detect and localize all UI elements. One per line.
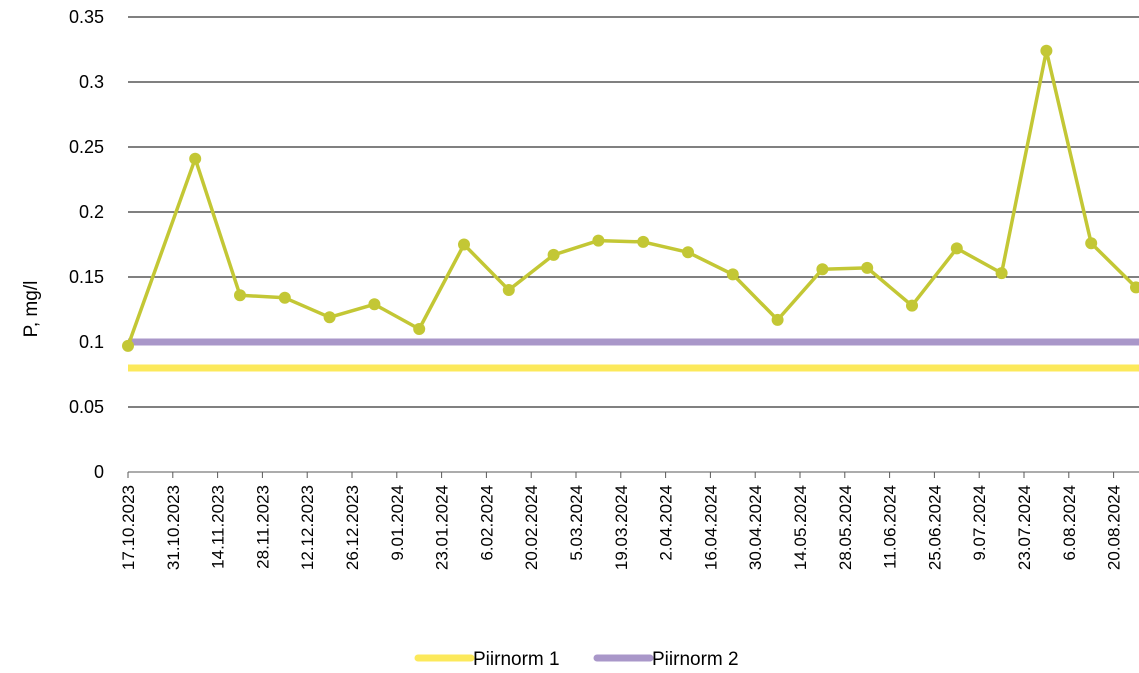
- x-tick-label: 2.04.2024: [657, 485, 676, 561]
- x-tick-label: 17.10.2023: [119, 485, 138, 570]
- y-tick-label: 0.1: [79, 332, 104, 352]
- data-point: [458, 238, 470, 251]
- x-tick-label: 30.04.2024: [746, 485, 765, 570]
- legend: Piirnorm 1 Piirnorm 2: [414, 649, 739, 670]
- y-tick-label: 0.05: [69, 397, 104, 417]
- y-tick-label: 0: [94, 462, 104, 482]
- x-tick-label: 19.03.2024: [612, 485, 631, 570]
- legend-label: Piirnorm 2: [652, 649, 739, 670]
- x-tick-label: 9.07.2024: [970, 485, 989, 561]
- x-tick-label: 12.12.2023: [298, 485, 317, 570]
- data-point: [323, 311, 336, 324]
- data-point: [413, 323, 426, 335]
- x-tick-label: 6.08.2024: [1060, 485, 1079, 561]
- x-tick-label: 14.05.2024: [791, 485, 810, 570]
- data-point: [861, 261, 874, 274]
- x-tick-label: 20.02.2024: [522, 485, 541, 570]
- x-tick-label: 28.11.2023: [253, 485, 272, 569]
- x-tick-label: 28.05.2024: [836, 485, 855, 570]
- data-point: [368, 298, 381, 311]
- x-tick-label: 20.08.2024: [1105, 485, 1124, 570]
- data-point: [637, 235, 650, 248]
- data-point: [189, 152, 202, 165]
- data-point: [771, 313, 784, 326]
- x-tick-label: 23.01.2024: [433, 485, 452, 570]
- y-tick-label: 0.2: [79, 202, 104, 222]
- x-tick-label: 26.12.2023: [343, 485, 362, 570]
- x-tick-label: 31.10.2023: [164, 485, 183, 570]
- x-tick-label: 25.06.2024: [925, 485, 944, 570]
- data-point: [234, 289, 246, 302]
- data-point: [1130, 281, 1139, 294]
- x-tick-label: 23.07.2024: [1015, 485, 1034, 570]
- x-tick-label: 14.11.2023: [209, 485, 228, 569]
- data-point: [726, 268, 739, 281]
- data-point: [1040, 44, 1053, 57]
- x-tick-label: 6.02.2024: [477, 485, 496, 561]
- x-axis: 17.10.2023 31.10.2023 14.11.2023 28.11.2023…: [119, 471, 1139, 570]
- y-tick-label: 0.15: [69, 267, 104, 287]
- data-point: [547, 248, 560, 261]
- gridlines: [128, 16, 1139, 408]
- series-line-main: [126, 49, 1138, 347]
- data-point: [592, 234, 605, 247]
- data-point: [122, 339, 134, 352]
- data-point: [682, 246, 694, 259]
- y-tick-label: 0.3: [79, 72, 104, 92]
- data-point: [950, 242, 963, 255]
- y-axis-title: P, mg/l: [21, 281, 42, 338]
- data-point: [278, 291, 291, 304]
- x-tick-label: 16.04.2024: [701, 485, 720, 570]
- x-tick-label: 11.06.2024: [881, 485, 900, 569]
- legend-label: Piirnorm 1: [473, 649, 560, 670]
- data-point: [1085, 237, 1098, 250]
- data-point: [502, 284, 515, 296]
- y-tick-label: 0.35: [69, 7, 104, 27]
- x-tick-label: 9.01.2024: [388, 485, 407, 561]
- data-point: [816, 263, 829, 276]
- data-point: [906, 299, 918, 312]
- series-layer: [122, 44, 1139, 372]
- x-tick-label: 5.03.2024: [567, 485, 586, 561]
- y-axis-ticks: 0 0.05 0.1 0.15 0.2 0.25 0.3 0.35: [69, 7, 104, 482]
- y-tick-label: 0.25: [69, 137, 104, 157]
- data-point: [995, 267, 1008, 280]
